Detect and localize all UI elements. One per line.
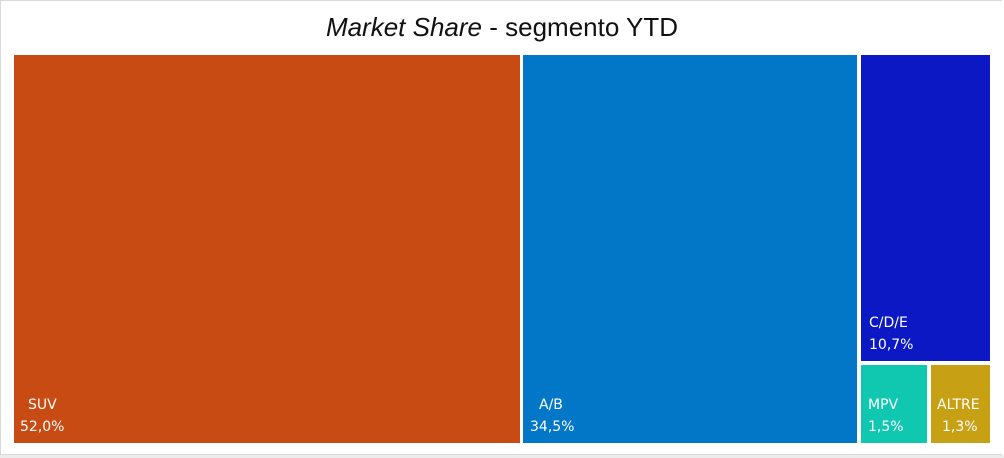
tile-value: 1,5%: [868, 419, 904, 435]
chart-title: Market Share - segmento YTD: [0, 10, 1004, 44]
tile-mpv[interactable]: MPV 1,5%: [861, 365, 927, 443]
tile-cde[interactable]: C/D/E 10,7%: [861, 55, 990, 361]
tile-altre[interactable]: ALTRE 1,3%: [931, 365, 990, 443]
tile-suv[interactable]: SUV 52,0%: [14, 55, 520, 443]
tile-label: SUV: [28, 397, 57, 413]
tile-value: 10,7%: [869, 337, 914, 353]
tile-value: 52,0%: [20, 419, 65, 435]
tile-label: A/B: [539, 397, 563, 413]
chart-title-italic: Market Share: [325, 12, 483, 42]
tile-value: 34,5%: [530, 419, 575, 435]
bottom-edge: [0, 455, 1004, 458]
tile-value: 1,3%: [942, 419, 978, 435]
tile-label: ALTRE: [937, 397, 980, 413]
chart-title-rest: - segmento YTD: [482, 12, 679, 42]
tile-label: C/D/E: [869, 315, 908, 331]
tile-label: MPV: [868, 397, 899, 413]
tile-ab[interactable]: A/B 34,5%: [523, 55, 857, 443]
